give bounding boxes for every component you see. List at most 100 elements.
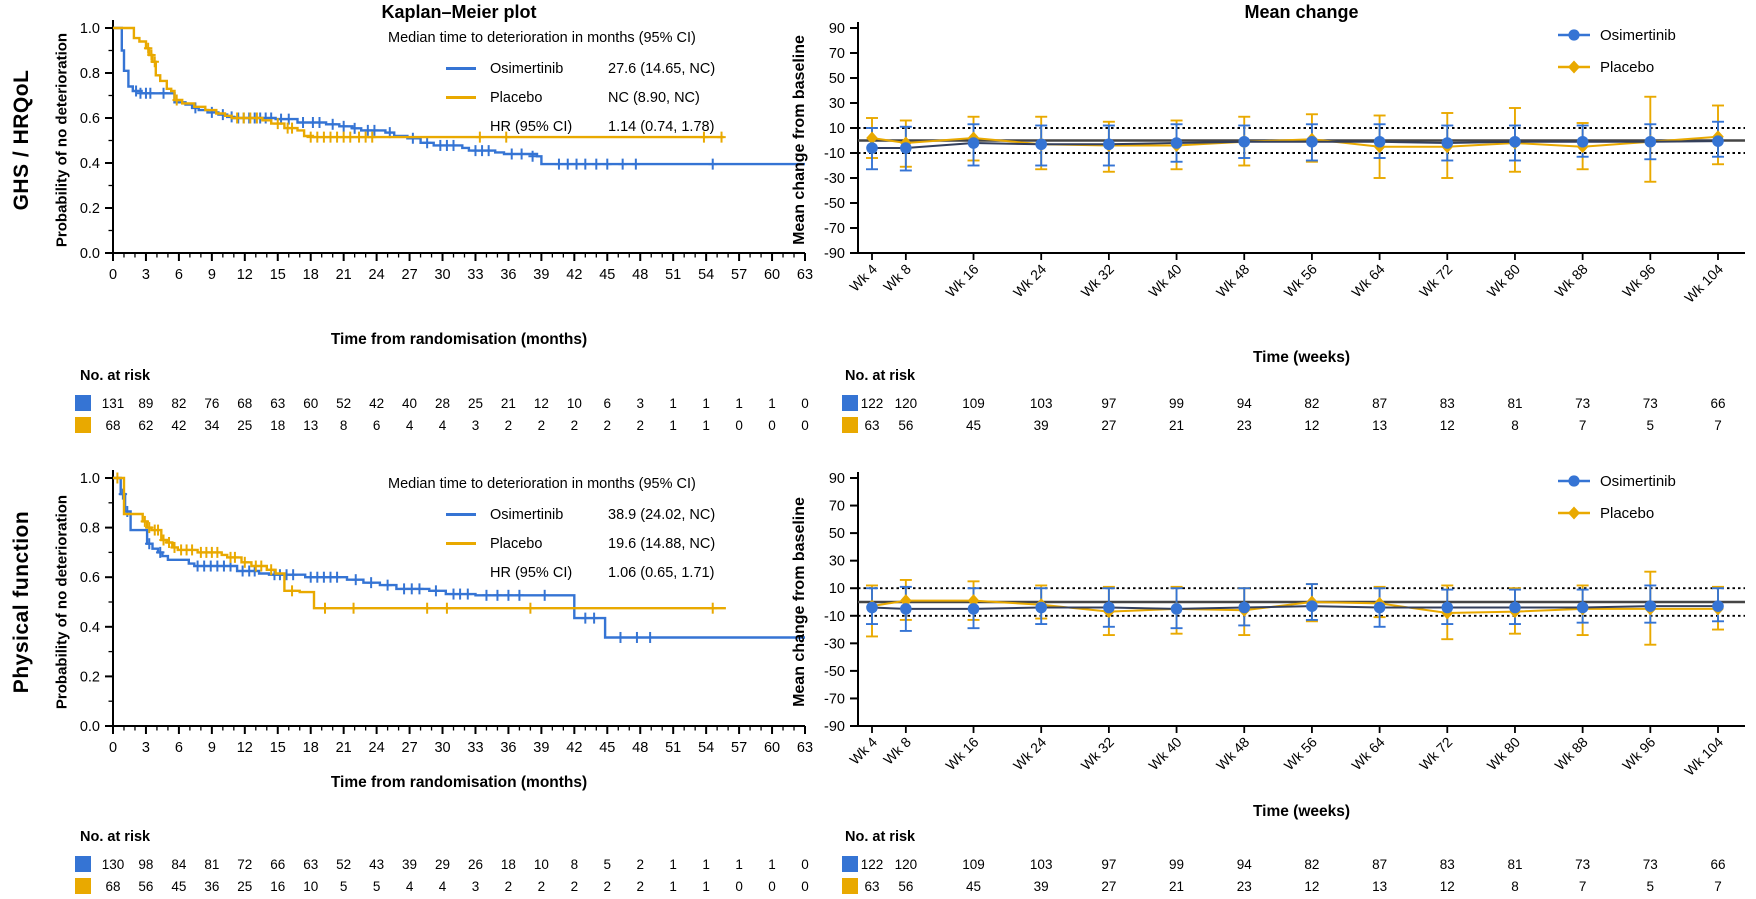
svg-text:15: 15 xyxy=(270,740,286,756)
svg-text:66: 66 xyxy=(270,857,285,872)
svg-text:Wk 4: Wk 4 xyxy=(846,261,880,295)
svg-text:4: 4 xyxy=(406,879,414,894)
svg-text:81: 81 xyxy=(1507,396,1522,411)
svg-text:-50: -50 xyxy=(824,664,845,680)
annotation-name: Osimertinib xyxy=(490,60,564,77)
svg-text:-90: -90 xyxy=(824,246,845,262)
svg-text:10: 10 xyxy=(567,396,582,411)
svg-text:21: 21 xyxy=(336,267,352,283)
svg-text:Wk 56: Wk 56 xyxy=(1281,734,1321,774)
svg-text:87: 87 xyxy=(1372,857,1387,872)
svg-text:Wk 104: Wk 104 xyxy=(1681,734,1726,779)
svg-text:30: 30 xyxy=(829,554,845,570)
svg-text:29: 29 xyxy=(435,857,450,872)
svg-text:42: 42 xyxy=(369,396,384,411)
svg-text:82: 82 xyxy=(1304,857,1319,872)
svg-text:5: 5 xyxy=(1647,879,1655,894)
svg-text:34: 34 xyxy=(204,418,220,433)
svg-text:48: 48 xyxy=(632,740,648,756)
risk-table-label-mean-top: No. at risk xyxy=(845,368,916,384)
svg-text:0: 0 xyxy=(801,857,809,872)
svg-text:73: 73 xyxy=(1575,396,1590,411)
svg-text:63: 63 xyxy=(864,879,879,894)
svg-text:73: 73 xyxy=(1643,396,1658,411)
svg-text:50: 50 xyxy=(829,71,845,87)
svg-text:83: 83 xyxy=(1440,396,1455,411)
svg-text:66: 66 xyxy=(1710,396,1725,411)
svg-text:8: 8 xyxy=(1511,418,1519,433)
svg-text:Wk 64: Wk 64 xyxy=(1348,734,1388,774)
legend-label: Placebo xyxy=(1600,58,1655,76)
row-label-ghs-hrqol: GHS / HRQoL xyxy=(10,69,33,211)
mean-bottom-legend: Osimertinib Placebo xyxy=(1556,472,1676,522)
row-label-physical-function: Physical function xyxy=(10,510,33,694)
svg-text:56: 56 xyxy=(898,418,913,433)
svg-text:54: 54 xyxy=(698,740,714,756)
svg-text:10: 10 xyxy=(829,121,845,137)
annotation-value: NC (8.90, NC) xyxy=(608,89,700,106)
svg-text:5: 5 xyxy=(1647,418,1655,433)
svg-text:Wk 24: Wk 24 xyxy=(1010,261,1050,301)
svg-text:84: 84 xyxy=(171,857,187,872)
svg-text:90: 90 xyxy=(829,21,845,37)
svg-text:56: 56 xyxy=(138,879,153,894)
svg-text:27: 27 xyxy=(402,740,418,756)
svg-text:Wk 64: Wk 64 xyxy=(1348,261,1388,301)
annotation-row-hr: HR (95% CI) 1.14 (0.74, 1.78) xyxy=(446,112,715,141)
svg-text:18: 18 xyxy=(501,857,516,872)
svg-text:2: 2 xyxy=(538,879,546,894)
markers-osimertinib xyxy=(866,135,1724,154)
svg-text:2: 2 xyxy=(636,418,644,433)
svg-text:0: 0 xyxy=(768,418,776,433)
annotation-name: Osimertinib xyxy=(490,506,564,523)
svg-text:72: 72 xyxy=(237,857,252,872)
svg-text:1: 1 xyxy=(669,879,677,894)
mean-change-title: Mean change xyxy=(1244,2,1359,22)
svg-text:87: 87 xyxy=(1372,396,1387,411)
svg-text:52: 52 xyxy=(336,857,351,872)
svg-text:18: 18 xyxy=(303,267,319,283)
svg-text:12: 12 xyxy=(1440,879,1455,894)
km-top-xlabel: Time from randomisation (months) xyxy=(330,331,588,348)
svg-text:1: 1 xyxy=(702,857,710,872)
svg-text:45: 45 xyxy=(599,740,615,756)
svg-text:12: 12 xyxy=(1440,418,1455,433)
placebo-color-swatch xyxy=(75,878,91,894)
svg-text:1: 1 xyxy=(702,879,710,894)
svg-text:9: 9 xyxy=(208,267,216,283)
svg-text:3: 3 xyxy=(472,879,480,894)
svg-text:2: 2 xyxy=(571,418,579,433)
svg-text:60: 60 xyxy=(764,740,780,756)
svg-text:63: 63 xyxy=(270,396,285,411)
annotation-row-placebo: Placebo 19.6 (14.88, NC) xyxy=(446,529,715,558)
svg-text:Wk 96: Wk 96 xyxy=(1619,261,1659,301)
svg-text:21: 21 xyxy=(1169,879,1184,894)
svg-text:0.0: 0.0 xyxy=(80,719,100,735)
svg-text:120: 120 xyxy=(895,857,918,872)
svg-text:0: 0 xyxy=(768,879,776,894)
svg-text:62: 62 xyxy=(138,418,153,433)
svg-text:131: 131 xyxy=(102,396,125,411)
svg-text:Wk 104: Wk 104 xyxy=(1681,261,1726,306)
svg-text:120: 120 xyxy=(895,396,918,411)
mean-line-osimertinib xyxy=(872,140,1719,149)
svg-text:10: 10 xyxy=(534,857,549,872)
svg-text:109: 109 xyxy=(962,396,985,411)
svg-text:-70: -70 xyxy=(824,691,845,707)
svg-text:56: 56 xyxy=(898,879,913,894)
svg-text:109: 109 xyxy=(962,857,985,872)
svg-text:30: 30 xyxy=(434,267,450,283)
svg-text:50: 50 xyxy=(829,526,845,542)
svg-text:-10: -10 xyxy=(824,146,845,162)
svg-text:54: 54 xyxy=(698,267,714,283)
svg-text:1.0: 1.0 xyxy=(80,21,100,37)
svg-text:36: 36 xyxy=(500,267,516,283)
risk-table-label-mean-bottom: No. at risk xyxy=(845,829,916,845)
km-curve-placebo xyxy=(113,26,724,139)
annotation-value: 19.6 (14.88, NC) xyxy=(608,535,716,552)
svg-text:6: 6 xyxy=(175,740,183,756)
risk-row-osimertinib: 122 120 109 103 97 99 94 82 87 83 81 73 73 66 xyxy=(842,856,1726,872)
svg-text:36: 36 xyxy=(500,740,516,756)
svg-text:0.8: 0.8 xyxy=(80,521,100,537)
